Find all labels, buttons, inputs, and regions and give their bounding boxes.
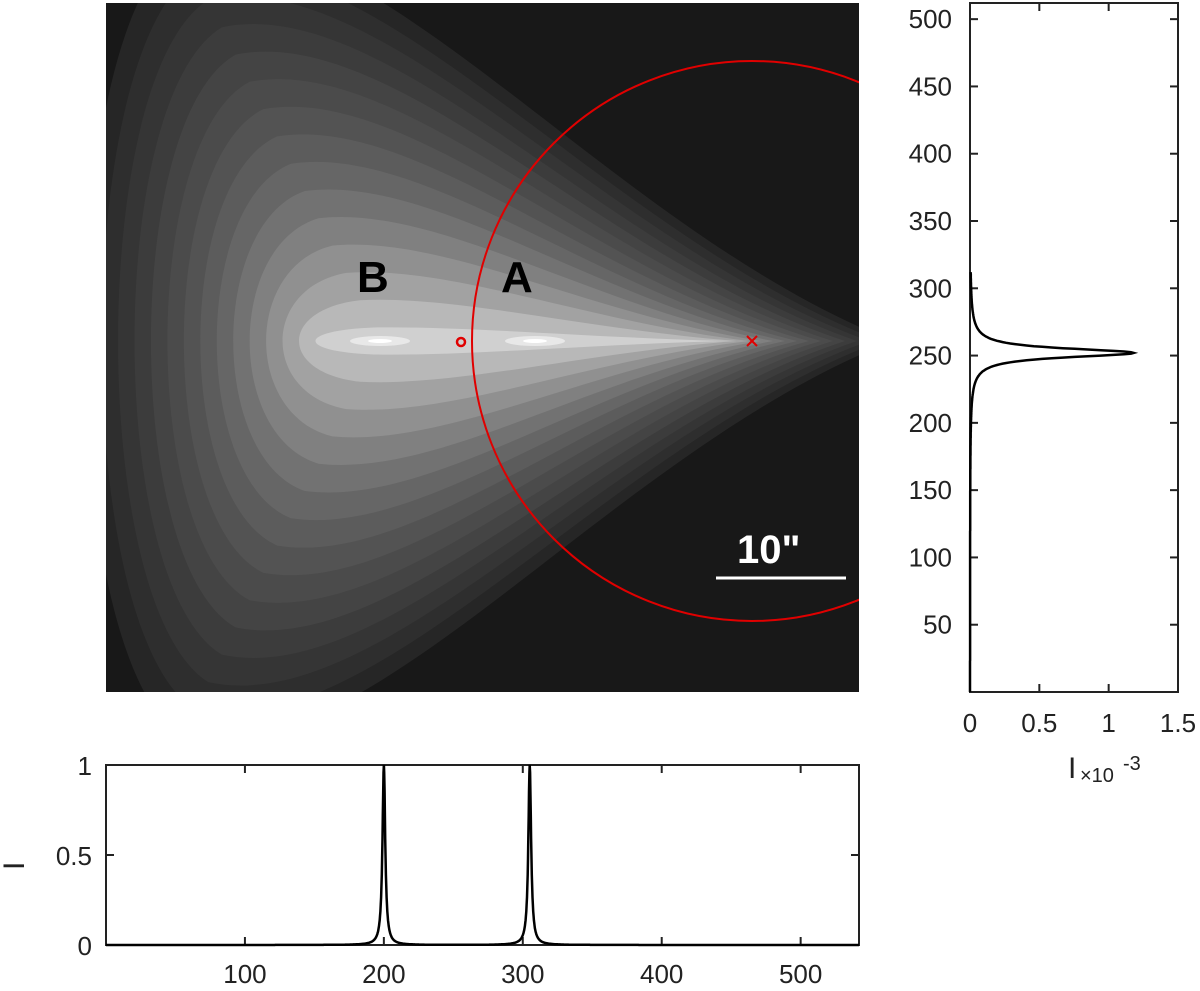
vertical-profile-frame [969,2,1179,693]
vertical-profile-yticks: 50 100 150 200 250 300 350 400 450 500 [909,4,1178,640]
scale-bar-label: 10" [737,528,800,572]
xtick-label: 1 [1101,708,1115,738]
horizontal-profile-yticks: 00.51 [56,751,859,961]
bright-spot-core [368,339,392,343]
horizontal-profile-curve [106,764,859,947]
horizontal-profile-panel: 00.51 100 200 300 400 500 I [0,751,860,989]
ytick-label: 0 [78,931,92,961]
horizontal-profile-ylabel: I [0,862,31,870]
source-label-b: B [357,253,389,302]
xtick-label: 0.5 [1021,708,1057,738]
xtick-label: 400 [640,959,683,989]
ytick-label: 100 [909,542,952,572]
xtick-label: 100 [223,959,266,989]
ytick-label: 150 [909,475,952,505]
xtick-label: 500 [779,959,822,989]
ytick-label: 0.5 [56,841,92,871]
bright-spot-core [523,339,547,343]
source-label-a: A [501,253,533,302]
vertical-profile-xticks: 0 0.5 1 1.5 [963,3,1196,738]
ytick-label: 250 [909,341,952,371]
ytick-label: 500 [909,4,952,34]
ytick-label: 350 [909,206,952,236]
ytick-label: 50 [923,610,952,640]
vertical-profile-multiplier: ×10 [1080,765,1114,787]
xtick-label: 300 [501,959,544,989]
xtick-label: 1.5 [1160,708,1196,738]
ytick-label: 450 [909,71,952,101]
ytick-label: 1 [78,751,92,781]
vertical-profile-panel: 50 100 150 200 250 300 350 400 450 500 0 0.5 1 1.5 I… [909,2,1196,787]
ytick-label: 300 [909,273,952,303]
ytick-label: 400 [909,139,952,169]
ytick-label: 200 [909,408,952,438]
xtick-label: 200 [362,959,405,989]
red-circle-group [471,60,859,622]
vertical-profile-exponent: -3 [1123,753,1141,775]
red-circle [471,60,859,622]
intensity-map: B A 10" [106,3,859,692]
horizontal-profile-xticks: 100 200 300 400 500 [223,765,822,989]
xtick-label: 0 [963,708,977,738]
vertical-profile-xlabel: I [1068,752,1076,785]
vertical-profile-curve [968,272,1139,692]
edge-o-marker [455,336,467,348]
horizontal-profile-frame [105,764,860,946]
center-x-marker [746,335,758,347]
contour-bands [106,3,859,692]
